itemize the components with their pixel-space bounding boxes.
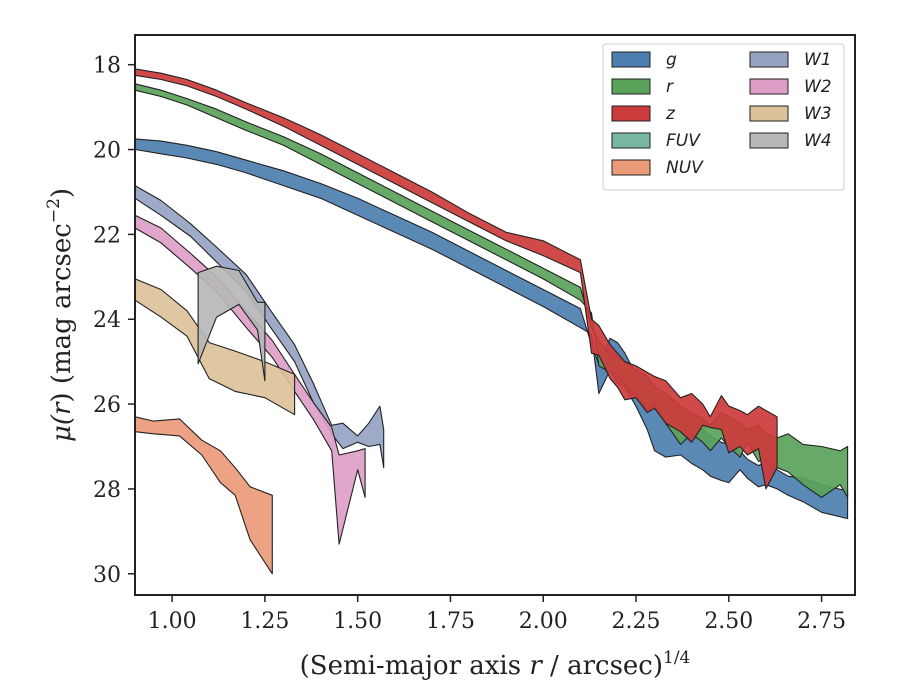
legend-label: g	[666, 50, 677, 70]
x-tick-label: 2.50	[704, 609, 753, 634]
x-tick-label: 2.25	[612, 609, 661, 634]
band-nuv	[134, 416, 273, 575]
y-axis-ticks: 18 20 22 24 26 28 30	[93, 54, 135, 588]
legend-swatch	[611, 105, 651, 122]
legend-item-fuv: FUV	[611, 131, 701, 151]
x-tick-label: 1.75	[426, 609, 475, 634]
plot-frame	[134, 34, 856, 596]
legend-item-w2: W2	[749, 77, 832, 97]
x-tick-label: 1.00	[148, 609, 197, 634]
x-tick-label: 1.25	[240, 609, 289, 634]
y-axis-title: μ(r) (mag arcsec−2)	[44, 188, 77, 442]
y-tick-label: 18	[93, 54, 121, 79]
legend-label: W3	[804, 104, 832, 124]
x-axis-ticks: 1.00 1.25 1.50 1.75 2.00 2.25 2.50 2.75	[148, 595, 846, 634]
legend-item-g: g	[611, 50, 677, 70]
legend-item-nuv: NUV	[611, 158, 704, 178]
y-tick-label: 28	[93, 478, 121, 503]
legend-item-w3: W3	[749, 104, 832, 124]
legend-label: NUV	[666, 158, 704, 178]
series-bands	[134, 68, 849, 575]
x-axis-title: (Semi-major axis r / arcsec)1/4	[300, 648, 691, 681]
x-tick-label: 2.00	[519, 609, 568, 634]
legend-swatch	[749, 105, 789, 122]
legend: grz FUV NUV W1 W2 W3 W4	[602, 43, 845, 191]
legend-label: z	[665, 104, 676, 124]
legend-swatch	[611, 78, 651, 95]
band-w4	[197, 265, 266, 382]
legend-label: W2	[804, 77, 832, 97]
legend-swatch	[611, 51, 651, 68]
legend-swatch	[749, 78, 789, 95]
legend-swatch	[749, 51, 789, 68]
y-tick-label: 20	[93, 139, 121, 164]
band-z	[134, 68, 778, 490]
legend-item-r: r	[611, 77, 674, 97]
y-tick-label: 26	[93, 393, 121, 418]
legend-label: W1	[804, 50, 832, 70]
x-tick-label: 2.75	[797, 609, 846, 634]
legend-label: FUV	[666, 131, 701, 151]
legend-item-z: z	[611, 104, 676, 124]
legend-label: W4	[804, 131, 832, 151]
band-w3	[134, 278, 296, 416]
legend-label: r	[666, 77, 674, 97]
y-tick-label: 22	[93, 223, 121, 248]
legend-swatch	[749, 132, 789, 149]
y-tick-label: 30	[93, 563, 121, 588]
legend-item-w1: W1	[749, 50, 832, 70]
legend-swatch	[611, 159, 651, 176]
x-tick-label: 1.50	[333, 609, 382, 634]
legend-item-w4: W4	[749, 131, 832, 151]
y-tick-label: 24	[93, 308, 121, 333]
y-axis-title-group: μ(r) (mag arcsec−2)	[44, 188, 77, 442]
legend-swatch	[611, 132, 651, 149]
